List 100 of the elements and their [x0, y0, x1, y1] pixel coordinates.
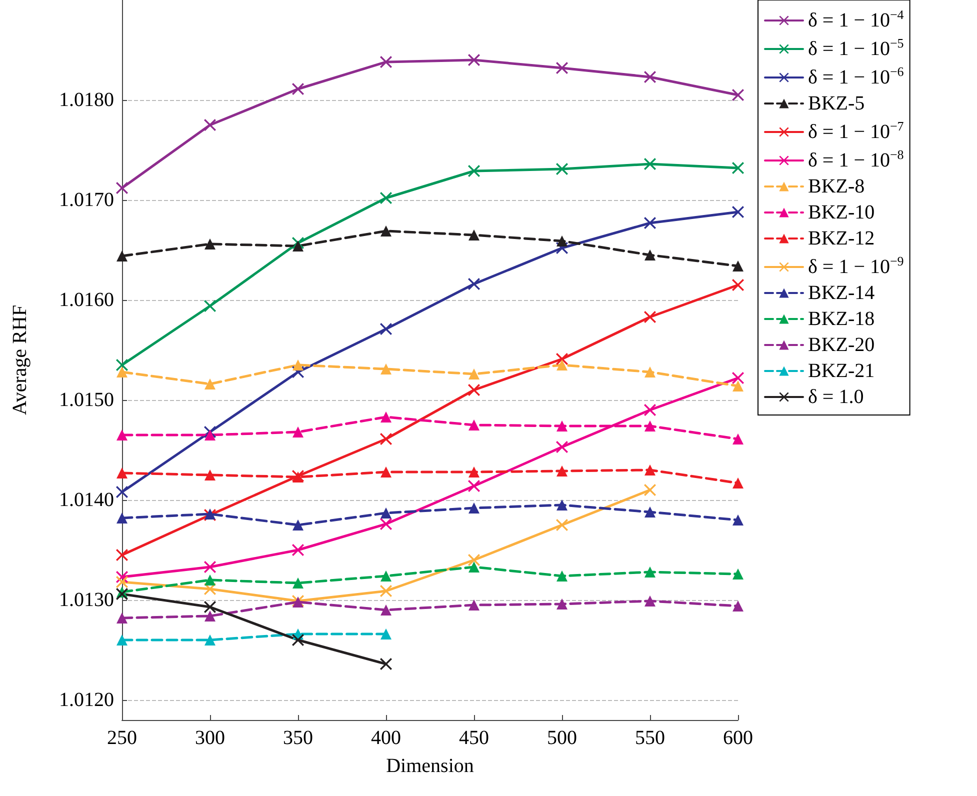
point: [644, 71, 656, 83]
point: [380, 628, 392, 640]
point: [468, 554, 480, 566]
point: [644, 217, 656, 229]
x-tick-label: 600: [723, 727, 753, 749]
legend-label: BKZ-5: [808, 92, 865, 114]
point: [292, 240, 304, 252]
x-tick-label: 450: [459, 727, 489, 749]
point: [556, 236, 568, 246]
point: [380, 56, 392, 68]
point: [380, 585, 392, 597]
point: [204, 119, 216, 131]
point: [556, 420, 568, 432]
point: [116, 250, 128, 262]
y-tick-label: 1.0130: [59, 589, 114, 611]
point: [556, 598, 568, 610]
x-tick-label: 400: [371, 727, 401, 749]
point: [644, 506, 656, 518]
point: [556, 163, 568, 175]
point: [556, 519, 568, 531]
x-tick-label: 500: [547, 727, 577, 749]
point: [732, 568, 744, 580]
y-tick-label: 1.0160: [59, 289, 114, 311]
y-tick-label: 1.0120: [59, 689, 114, 711]
point: [644, 464, 656, 476]
legend-label: BKZ-10: [808, 202, 875, 224]
point: [556, 500, 568, 510]
point: [116, 359, 128, 371]
point: [116, 612, 128, 624]
x-tick-label: 350: [283, 727, 313, 749]
point: [116, 576, 128, 588]
point: [644, 566, 656, 578]
point: [468, 384, 480, 396]
y-axis-title: Average RHF: [9, 304, 31, 416]
point: [116, 549, 128, 561]
point: [732, 434, 744, 444]
point: [644, 311, 656, 323]
point: [732, 372, 744, 384]
point: [380, 570, 392, 582]
legend-label: BKZ-21: [808, 360, 875, 382]
point: [292, 83, 304, 95]
point: [204, 378, 216, 390]
point: [644, 596, 656, 606]
point: [204, 430, 216, 440]
y-tick-label: 1.0170: [59, 189, 114, 211]
legend-label: BKZ-18: [808, 308, 875, 330]
point: [204, 238, 216, 250]
point: [204, 470, 216, 480]
point: [116, 366, 128, 378]
point: [468, 600, 480, 610]
point: [468, 230, 480, 240]
point: [732, 279, 744, 291]
point: [732, 380, 744, 392]
y-tick-label: 1.0180: [59, 89, 114, 111]
point: [380, 226, 392, 236]
point: [644, 250, 656, 260]
point: [116, 588, 128, 600]
point: [380, 364, 392, 374]
point: [380, 518, 392, 530]
point: [204, 300, 216, 312]
point: [204, 561, 216, 573]
point: [380, 323, 392, 335]
point: [644, 404, 656, 416]
point: [644, 366, 656, 378]
point: [380, 508, 392, 518]
x-tick-label: 250: [107, 727, 137, 749]
point: [732, 478, 744, 488]
point: [468, 278, 480, 290]
point: [292, 578, 304, 588]
legend-label: BKZ-20: [808, 334, 875, 356]
point: [556, 441, 568, 453]
point: [292, 520, 304, 530]
point: [468, 562, 480, 572]
point: [732, 600, 744, 612]
y-tick-label: 1.0140: [59, 489, 114, 511]
point: [644, 484, 656, 496]
legend-label: BKZ-8: [808, 176, 865, 198]
point: [732, 206, 744, 218]
point: [644, 158, 656, 170]
point: [204, 610, 216, 622]
point: [732, 162, 744, 174]
point: [468, 480, 480, 492]
x-tick-label: 300: [195, 727, 225, 749]
point: [380, 433, 392, 445]
point: [116, 182, 128, 194]
legend-label: δ = 1.0: [808, 386, 864, 408]
point: [116, 430, 128, 440]
point: [204, 574, 216, 586]
point: [380, 604, 392, 616]
point: [292, 360, 304, 370]
point: [380, 412, 392, 422]
point: [204, 601, 216, 613]
point: [468, 420, 480, 430]
point: [116, 512, 128, 524]
point: [556, 570, 568, 582]
legend-label: BKZ-12: [808, 228, 875, 250]
point: [292, 634, 304, 646]
point: [380, 658, 392, 670]
point: [380, 466, 392, 478]
point: [204, 634, 216, 646]
